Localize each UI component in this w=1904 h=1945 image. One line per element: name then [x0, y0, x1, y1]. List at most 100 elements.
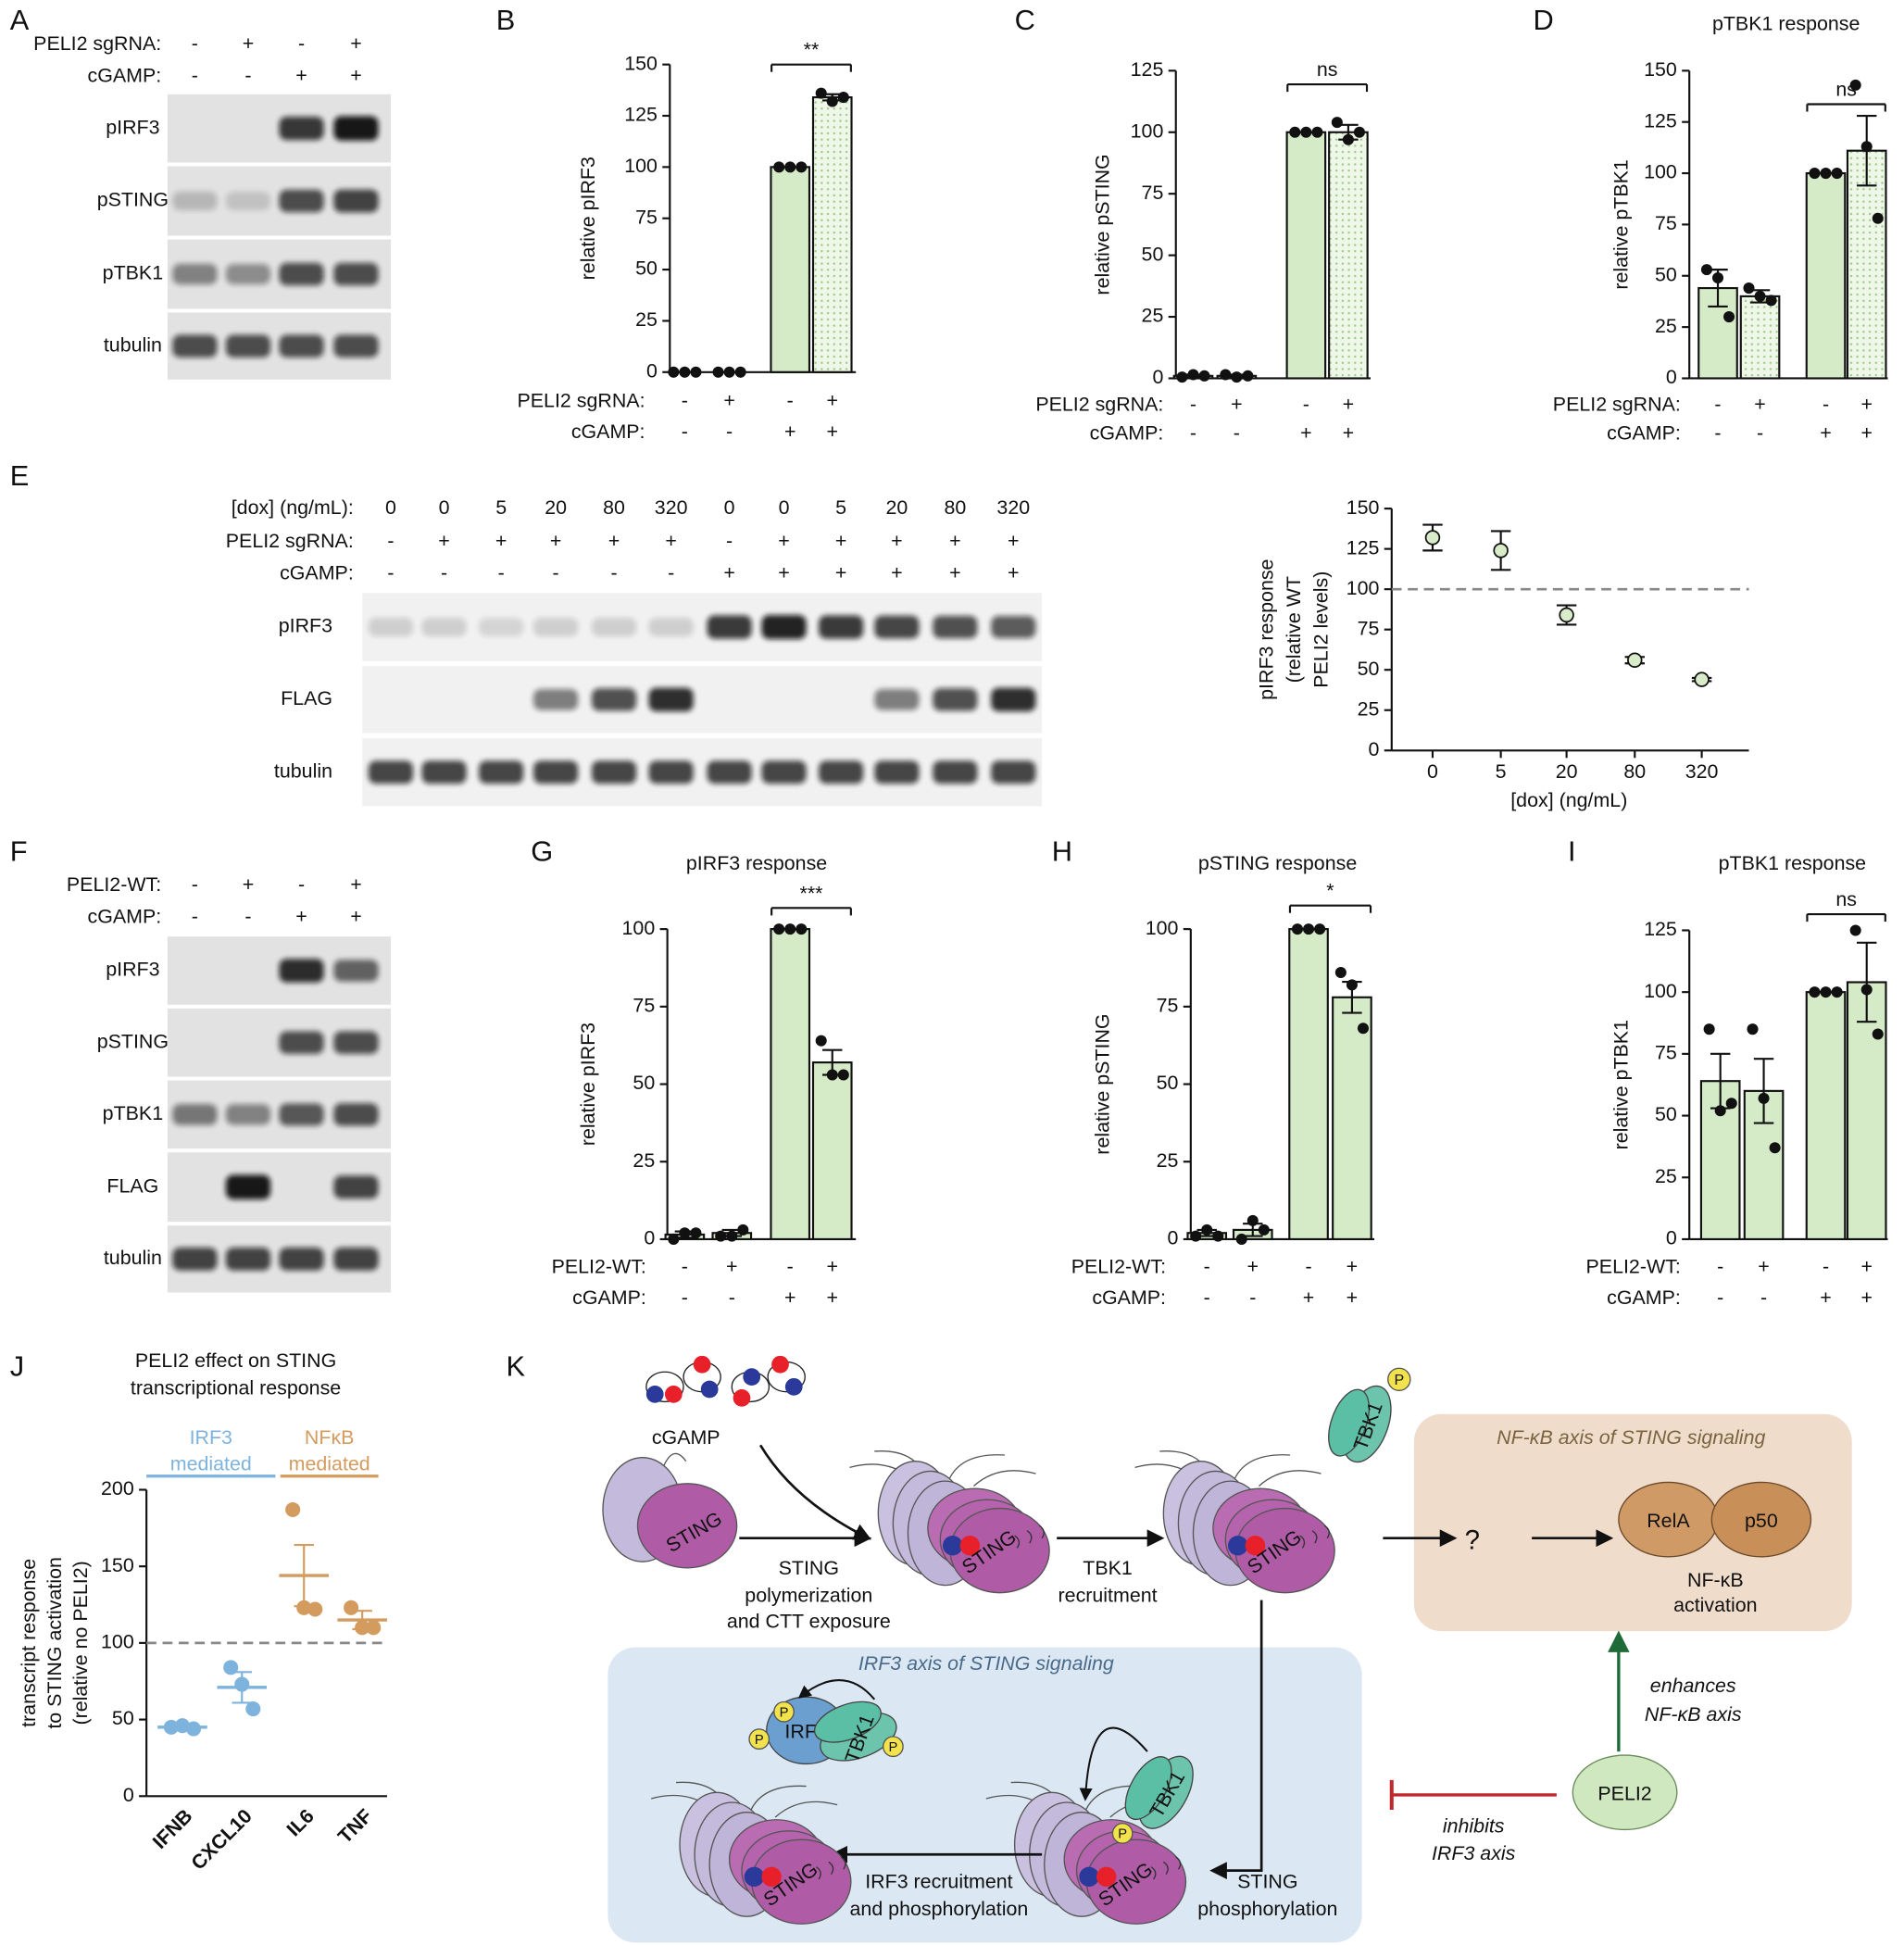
- cgamp-molecules: [645, 1355, 806, 1407]
- unknown: ?: [1465, 1525, 1480, 1556]
- blot-band: [279, 334, 324, 358]
- blot-band: [279, 1247, 324, 1271]
- y-tick-label: 50: [1655, 1103, 1677, 1125]
- data-point: [837, 1069, 849, 1081]
- phospho: [748, 1728, 770, 1750]
- bar: [1328, 131, 1369, 380]
- condition-sign: -: [1234, 421, 1240, 444]
- data-point: [795, 161, 808, 173]
- blot-band: [648, 760, 694, 784]
- condition-sign: 5: [835, 496, 846, 519]
- blot-band: [819, 760, 864, 784]
- arrow: [1079, 1726, 1148, 1801]
- blot-band: [532, 688, 579, 710]
- blot-band: [333, 1103, 379, 1126]
- condition-sign: +: [438, 530, 450, 552]
- condition-sign: 320: [996, 496, 1030, 519]
- y-axis-label: relative pIRF3: [577, 157, 599, 280]
- sting-oligomer: [848, 1450, 1050, 1594]
- y-tick-label: 150: [101, 1554, 134, 1576]
- y-tick-label: 200: [101, 1477, 134, 1500]
- blot-band: [933, 688, 978, 711]
- condition-sign: +: [1860, 1255, 1873, 1277]
- condition-sign: -: [1249, 1286, 1256, 1309]
- condition-label: PELI2 sgRNA:: [1553, 394, 1681, 416]
- blot-background: [362, 737, 1043, 807]
- blot-band: [933, 760, 978, 784]
- chart-title: PELI2 effect on STING: [135, 1349, 336, 1372]
- data-point: [690, 366, 702, 378]
- data-point: [1311, 126, 1323, 138]
- condition-sign: +: [1303, 1286, 1315, 1309]
- significance-label: ns: [1835, 888, 1857, 910]
- phospho: [1111, 1823, 1134, 1844]
- condition-sign: +: [350, 65, 362, 87]
- blot-row-label: pIRF3: [106, 116, 159, 138]
- data-point: [679, 366, 691, 378]
- inhibits-label: IRF3 axis: [1432, 1842, 1516, 1864]
- blot-row-label: pIRF3: [106, 959, 159, 981]
- y-tick-label: 0: [644, 1227, 655, 1249]
- condition-sign: -: [553, 562, 559, 584]
- condition-sign: -: [1303, 394, 1309, 416]
- blot-band: [532, 618, 579, 636]
- condition-sign: +: [1300, 421, 1312, 444]
- condition-label: cGAMP:: [88, 906, 162, 928]
- blot-band: [648, 618, 694, 636]
- panel-letter: D: [1533, 4, 1553, 36]
- condition-label: cGAMP:: [1607, 1286, 1681, 1309]
- data-point: [1353, 126, 1365, 138]
- condition-label: cGAMP:: [280, 562, 354, 584]
- phospho: [1387, 1367, 1411, 1392]
- enhances-label: NF-κB axis: [1645, 1703, 1742, 1725]
- blot-band: [279, 959, 324, 983]
- data-point: [1725, 1098, 1737, 1110]
- condition-sign: 320: [655, 496, 688, 519]
- group-label: mediated: [170, 1452, 252, 1474]
- condition-sign: -: [192, 873, 198, 896]
- condition-label: cGAMP:: [88, 65, 162, 87]
- data-point: [1743, 282, 1755, 295]
- cgamp-label: cGAMP: [652, 1426, 720, 1449]
- y-axis-label: relative pTBK1: [1610, 1020, 1633, 1149]
- phospho-label: P: [888, 1740, 897, 1755]
- step-label: and phosphorylation: [850, 1898, 1029, 1920]
- y-axis-label: transcript response: [18, 1559, 40, 1727]
- blot-band: [874, 760, 920, 784]
- condition-sign: -: [244, 906, 251, 928]
- condition-sign: +: [827, 1255, 839, 1277]
- condition-sign: -: [1714, 394, 1721, 416]
- condition-sign: -: [682, 1286, 688, 1309]
- data-point: [1258, 1223, 1270, 1236]
- condition-sign: -: [682, 1255, 688, 1277]
- data-point: [1849, 924, 1861, 936]
- blot-band: [333, 116, 379, 141]
- bar: [1846, 149, 1887, 380]
- data-point: [296, 1600, 312, 1615]
- data-point: [1242, 370, 1254, 382]
- blot-band: [479, 760, 524, 784]
- data-point: [1334, 966, 1347, 979]
- condition-sign: 80: [603, 496, 625, 519]
- condition-sign: +: [827, 1286, 839, 1309]
- bar: [811, 95, 853, 373]
- significance-label: ns: [1317, 58, 1338, 81]
- blot-band: [225, 1247, 271, 1271]
- significance-label: *: [1326, 880, 1334, 902]
- y-tick-label: 100: [622, 917, 656, 939]
- condition-sign: -: [682, 390, 688, 412]
- phospho-label: P: [1394, 1372, 1404, 1388]
- condition-label: PELI2-WT:: [1586, 1255, 1681, 1277]
- condition-sign: -: [787, 1255, 794, 1277]
- condition-sign: -: [1714, 421, 1721, 444]
- arrow: [1209, 1600, 1263, 1880]
- blot-band: [421, 618, 467, 636]
- data-point: [1723, 311, 1735, 323]
- y-tick-label: 0: [1666, 1227, 1677, 1249]
- y-tick-label: 50: [1655, 263, 1677, 285]
- condition-sign: -: [244, 65, 251, 87]
- y-axis-label: to STING activation: [44, 1557, 66, 1729]
- data-point: [1849, 79, 1861, 91]
- rela-label: RelA: [1647, 1510, 1690, 1532]
- y-tick-label: 50: [635, 257, 658, 280]
